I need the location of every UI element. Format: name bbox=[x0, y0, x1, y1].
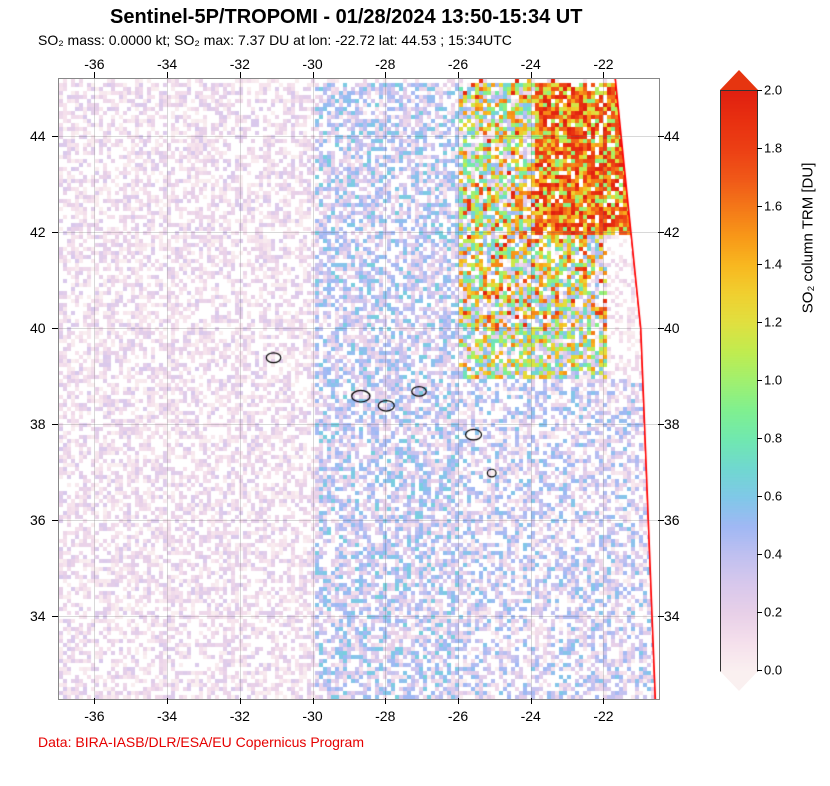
map-canvas bbox=[59, 79, 659, 699]
colorbar-tick-label: 1.8 bbox=[764, 141, 782, 156]
colorbar-tick-label: 0.2 bbox=[764, 605, 782, 620]
figure-title: Sentinel-5P/TROPOMI - 01/28/2024 13:50-1… bbox=[110, 6, 582, 29]
x-tick-label: -28 bbox=[375, 708, 395, 724]
colorbar-over-arrow bbox=[720, 70, 758, 90]
y-tick-label: 42 bbox=[30, 224, 46, 240]
colorbar-label: SO₂ column TRM [DU] bbox=[800, 163, 817, 314]
x-tick-label: -34 bbox=[157, 56, 177, 72]
colorbar-tick-label: 1.0 bbox=[764, 373, 782, 388]
x-tick-label: -22 bbox=[593, 56, 613, 72]
y-tick-label: 44 bbox=[664, 128, 680, 144]
x-tick-label: -28 bbox=[375, 56, 395, 72]
x-tick-label: -32 bbox=[230, 56, 250, 72]
y-tick-label: 36 bbox=[664, 512, 680, 528]
colorbar-under-arrow bbox=[720, 671, 758, 691]
colorbar-tick-label: 1.2 bbox=[764, 315, 782, 330]
colorbar-tick-label: 2.0 bbox=[764, 83, 782, 98]
colorbar-tick-label: 1.4 bbox=[764, 257, 782, 272]
y-tick-label: 34 bbox=[664, 608, 680, 624]
y-tick-label: 44 bbox=[30, 128, 46, 144]
x-tick-label: -36 bbox=[84, 708, 104, 724]
x-tick-label: -22 bbox=[593, 708, 613, 724]
y-tick-label: 40 bbox=[664, 320, 680, 336]
x-tick-label: -26 bbox=[448, 708, 468, 724]
y-tick-label: 38 bbox=[664, 416, 680, 432]
x-tick-label: -26 bbox=[448, 56, 468, 72]
y-tick-label: 42 bbox=[664, 224, 680, 240]
x-tick-label: -32 bbox=[230, 708, 250, 724]
x-tick-label: -24 bbox=[521, 56, 541, 72]
colorbar-tick-label: 0.8 bbox=[764, 431, 782, 446]
y-tick-label: 40 bbox=[30, 320, 46, 336]
figure-subtitle: SO₂ mass: 0.0000 kt; SO₂ max: 7.37 DU at… bbox=[38, 32, 512, 48]
x-tick-label: -34 bbox=[157, 708, 177, 724]
x-tick-label: -30 bbox=[302, 708, 322, 724]
y-tick-label: 34 bbox=[30, 608, 46, 624]
colorbar-tick-label: 0.6 bbox=[764, 489, 782, 504]
colorbar-canvas bbox=[720, 90, 758, 672]
figure-container: Sentinel-5P/TROPOMI - 01/28/2024 13:50-1… bbox=[0, 0, 830, 786]
colorbar-tick-label: 0.0 bbox=[764, 663, 782, 678]
data-attribution: Data: BIRA-IASB/DLR/ESA/EU Copernicus Pr… bbox=[38, 734, 364, 750]
y-tick-label: 36 bbox=[30, 512, 46, 528]
colorbar-tick-label: 0.4 bbox=[764, 547, 782, 562]
x-tick-label: -24 bbox=[521, 708, 541, 724]
colorbar-tick-label: 1.6 bbox=[764, 199, 782, 214]
colorbar bbox=[720, 90, 756, 670]
x-tick-label: -36 bbox=[84, 56, 104, 72]
x-tick-label: -30 bbox=[302, 56, 322, 72]
y-tick-label: 38 bbox=[30, 416, 46, 432]
map-plot-area bbox=[58, 78, 660, 700]
